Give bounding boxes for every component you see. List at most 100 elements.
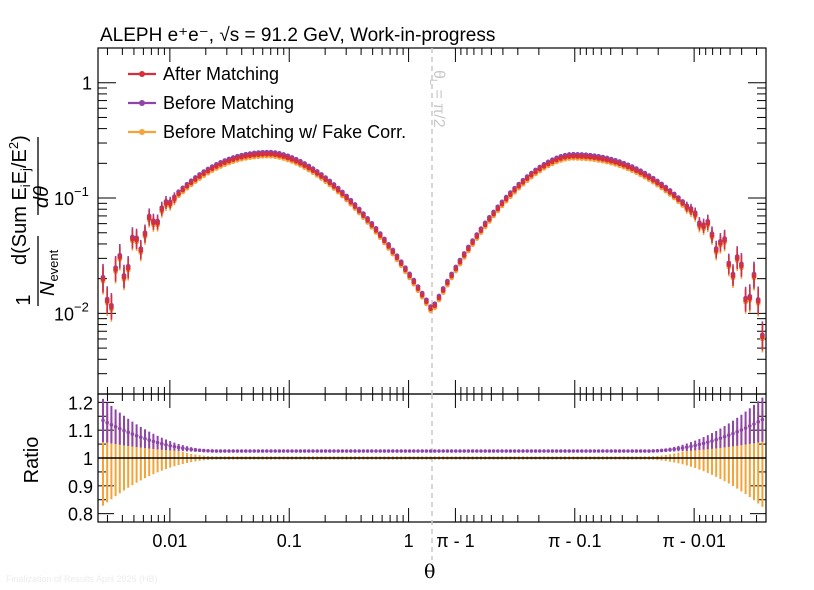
ratio-data-point [718, 436, 723, 441]
ratio-data-point [105, 420, 109, 425]
main-data-point [100, 276, 106, 282]
main-data-point [558, 156, 564, 161]
x-tick-label: 1 [404, 531, 414, 551]
main-data-point [495, 206, 501, 212]
ratio-data-point [164, 442, 168, 447]
ratio-data-point [307, 449, 311, 453]
main-data-point [340, 191, 345, 197]
ratio-data-point [491, 449, 496, 453]
main-data-point [256, 152, 261, 158]
ratio-data-point [542, 449, 546, 453]
main-data-point [608, 158, 614, 164]
ratio-data-point [538, 449, 542, 453]
main-data-point [226, 158, 232, 164]
ratio-data-point [407, 449, 412, 453]
ylabel-numer-close: ) [9, 135, 31, 142]
ratio-data-point [126, 430, 130, 435]
ratio-data-point [622, 449, 626, 453]
ratio-data-point [147, 438, 151, 442]
ratio-data-point [319, 449, 324, 453]
main-data-point [529, 172, 534, 178]
ylabel-numer-sub2: j [18, 168, 33, 172]
ratio-data-point [496, 449, 500, 453]
ratio-data-point [311, 449, 315, 453]
ratio-data-point [361, 449, 366, 453]
main-data-point [697, 222, 702, 228]
ratio-data-point [134, 433, 139, 438]
ratio-data-point [563, 449, 567, 453]
ratio-data-point [706, 440, 710, 444]
ratio-data-point [101, 418, 105, 423]
ratio-data-point [370, 449, 374, 453]
ratio-data-point [470, 449, 475, 453]
main-data-point [218, 162, 224, 167]
ratio-data-point [689, 444, 693, 449]
ratio-data-point [638, 449, 643, 453]
ratio-data-point [160, 441, 164, 446]
ratio-data-point [521, 449, 525, 453]
main-data-point [209, 166, 215, 172]
main-data-point [562, 154, 568, 160]
main-data-point [445, 280, 450, 286]
ratio-data-point [487, 449, 492, 453]
main-data-point [163, 201, 169, 206]
x-axis-ticks [106, 48, 758, 522]
ylabel-n: N [37, 281, 59, 296]
ratio-data-point [596, 449, 601, 453]
main-data-point [382, 238, 387, 244]
svg-text:θL = π/2: θL = π/2 [427, 70, 447, 128]
ratio-data-point [176, 445, 181, 450]
ratio-data-point [323, 449, 328, 453]
main-data-point [151, 220, 156, 226]
main-data-point [705, 220, 711, 226]
ratio-data-point [197, 448, 202, 453]
main-data-point [113, 267, 118, 273]
x-tick-label: π - 0.01 [662, 531, 725, 551]
main-data-point [713, 248, 719, 253]
ratio-data-point [525, 449, 529, 453]
ylabel-n-sub: event [46, 249, 61, 281]
ratio-data-point [756, 420, 760, 424]
ratio-data-point [260, 449, 265, 453]
ratio-data-point [428, 449, 433, 453]
ratio-data-point [504, 449, 509, 453]
ratio-data-point [281, 449, 286, 453]
ratio-data-point [559, 449, 563, 453]
ratio-data-point [605, 449, 609, 453]
main-data-point [104, 298, 110, 304]
ratio-data-point [609, 449, 613, 453]
main-data-point [415, 286, 421, 292]
main-data-point [394, 255, 400, 261]
main-data-point [583, 154, 589, 160]
ratio-data-point [223, 449, 227, 453]
main-data-point [272, 152, 278, 158]
ratio-data-point [185, 447, 189, 451]
ratio-data-point [269, 449, 273, 453]
ratio-data-point [109, 422, 114, 427]
ratio-data-point [462, 449, 467, 453]
main-data-point [587, 154, 593, 160]
main-data-point [550, 159, 555, 165]
ratio-data-point [214, 449, 219, 453]
chart-title: ALEPH e⁺e⁻, √s = 91.2 GeV, Work-in-progr… [100, 25, 495, 46]
main-data-point [403, 267, 408, 273]
main-data-point [671, 193, 677, 199]
ratio-data-point [664, 448, 668, 452]
main-data-point [277, 153, 282, 158]
ratio-data-point [353, 449, 357, 453]
main-data-point [125, 265, 131, 271]
main-data-point [625, 164, 631, 170]
main-data-point [642, 172, 648, 178]
ylabel-prefix: 1 [13, 294, 35, 305]
ratio-data-point [239, 449, 244, 453]
main-data-point [348, 199, 354, 205]
main-data-point [310, 168, 316, 174]
ratio-data-point [643, 449, 647, 453]
main-data-point [592, 155, 597, 161]
ratio-data-point [357, 449, 362, 453]
ratio-data-point [122, 428, 126, 433]
ratio-data-point [399, 449, 404, 453]
legend-marker [139, 71, 145, 77]
main-data-point [293, 158, 299, 164]
ratio-data-point [113, 424, 118, 429]
